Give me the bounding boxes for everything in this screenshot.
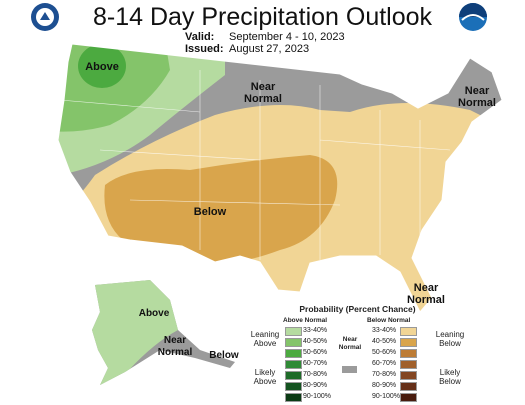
legend-swatch: [400, 393, 417, 402]
legend-swatch: [285, 371, 302, 380]
legend-swatch: [400, 349, 417, 358]
issued-line: Issued: August 27, 2023: [185, 43, 309, 55]
legend-bin-label: 70-80%: [303, 370, 328, 378]
title: 8-14 Day Precipitation Outlook: [92, 3, 433, 31]
legend-bin-label: 70-80%: [372, 370, 397, 378]
legend-swatch: [285, 382, 302, 391]
map-label: Above: [138, 308, 170, 319]
map-label: Below: [193, 206, 227, 218]
legend-near-heading: Near Normal: [338, 336, 362, 351]
legend-bin-label: 60-70%: [372, 359, 397, 367]
doc-logo-eagle: [40, 12, 50, 20]
alaska-map: [92, 280, 235, 385]
legend-bin-label: 50-60%: [372, 348, 397, 356]
noaa-logo-bird: [461, 14, 485, 21]
map-label: Below: [209, 350, 239, 361]
map-label: Near Normal: [407, 282, 445, 306]
legend-bin-label: 50-60%: [303, 348, 328, 356]
alaska-above-region: [92, 280, 178, 385]
valid-label: Valid:: [185, 31, 215, 43]
map-label: Near Normal: [244, 81, 282, 105]
legend: Probability (Percent Chance) Above Norma…: [245, 300, 470, 405]
legend-category: Likely Below: [439, 368, 461, 386]
legend-above-heading: Above Normal: [283, 317, 328, 324]
state-borders: [59, 70, 451, 260]
legend-bin-label: 80-90%: [303, 381, 328, 389]
legend-bin-label: 90-100%: [303, 392, 332, 400]
legend-category: Leaning Below: [435, 330, 465, 348]
legend-near-swatch: [342, 366, 357, 373]
below-40-region: [104, 155, 338, 263]
above-50-region: [78, 44, 126, 88]
legend-bin-label: 33-40%: [372, 326, 397, 334]
legend-title: Probability (Percent Chance): [299, 304, 416, 314]
legend-bin-label: 33-40%: [303, 326, 328, 334]
legend-swatch: [285, 393, 302, 402]
us-outline: [57, 43, 503, 313]
legend-bin-label: 60-70%: [303, 359, 328, 367]
valid-line: Valid: September 4 - 10, 2023: [185, 31, 345, 43]
legend-bin-label: 90-100%: [372, 392, 401, 400]
issued-date: August 27, 2023: [229, 43, 310, 55]
noaa-logo-top: [459, 3, 487, 17]
legend-bin-label: 40-50%: [303, 337, 328, 345]
valid-dates: September 4 - 10, 2023: [229, 31, 345, 43]
legend-swatch: [285, 338, 302, 347]
legend-below-heading: Below Normal: [367, 317, 411, 324]
legend-category: Likely Above: [253, 368, 277, 386]
legend-bin-label: 80-90%: [372, 381, 397, 389]
map-label: Above: [85, 61, 119, 73]
map-label: Near Normal: [157, 335, 193, 358]
legend-swatch: [285, 327, 302, 336]
legend-bin-label: 40-50%: [372, 337, 397, 345]
issued-label: Issued:: [185, 43, 224, 55]
legend-swatch: [400, 382, 417, 391]
legend-swatch: [400, 338, 417, 347]
legend-category: Leaning Above: [250, 330, 280, 348]
legend-swatch: [285, 349, 302, 358]
legend-swatch: [285, 360, 302, 369]
legend-swatch: [400, 360, 417, 369]
map-label: Near Normal: [458, 85, 496, 109]
legend-swatch: [400, 327, 417, 336]
legend-swatch: [400, 371, 417, 380]
